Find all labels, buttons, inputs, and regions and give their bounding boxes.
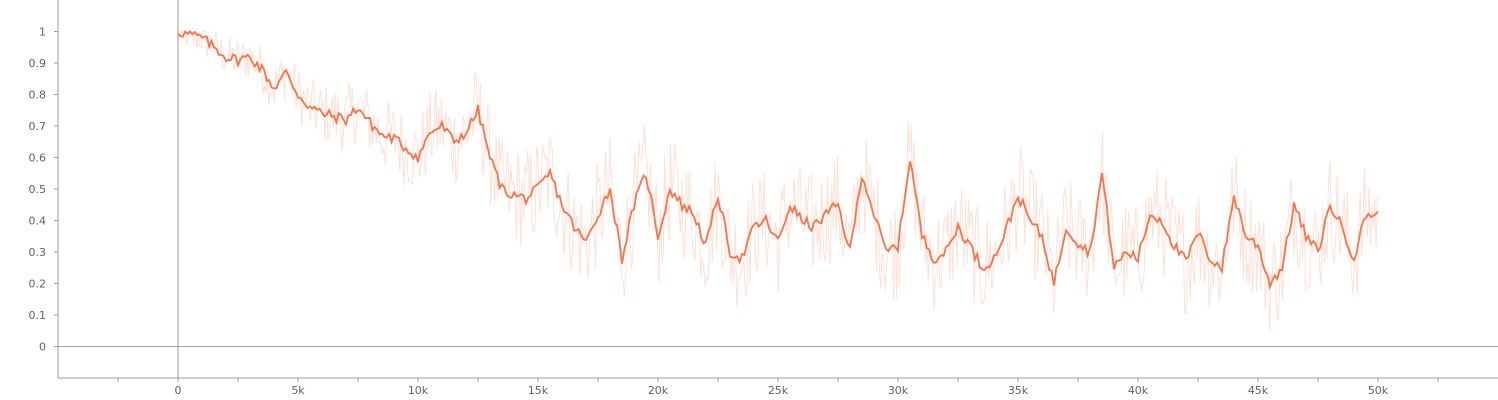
y-tick-label: 0.6 bbox=[29, 152, 47, 165]
axes-layer bbox=[54, 0, 1498, 382]
raw-series-line bbox=[177, 30, 1378, 331]
x-tick-label: 40k bbox=[1128, 384, 1149, 397]
y-tick-label: 0.8 bbox=[29, 89, 47, 102]
x-tick-label: 20k bbox=[648, 384, 669, 397]
x-tick-label: 35k bbox=[1008, 384, 1029, 397]
smoothed-series-line bbox=[177, 29, 1379, 291]
x-tick-label: 50k bbox=[1368, 384, 1389, 397]
y-tick-label: 0.9 bbox=[29, 57, 47, 70]
x-tick-label: 30k bbox=[888, 384, 909, 397]
y-tick-label: 0.7 bbox=[29, 120, 47, 133]
y-tick-label: 0.1 bbox=[29, 309, 47, 322]
x-tick-label: 15k bbox=[528, 384, 549, 397]
y-tick-label: 1 bbox=[39, 26, 46, 39]
tick-labels: 0 5k 10k 15k 20k 25k 30k 35k 40k 45k 50k 0 0.1 0.2 0.3… bbox=[29, 26, 1389, 398]
y-tick-label: 0 bbox=[39, 341, 46, 354]
y-tick-label: 0.2 bbox=[29, 278, 47, 291]
x-tick-label: 45k bbox=[1248, 384, 1269, 397]
series-layer bbox=[177, 29, 1379, 331]
x-tick-label: 0 bbox=[175, 384, 182, 397]
y-tick-label: 0.3 bbox=[29, 246, 47, 259]
x-tick-label: 10k bbox=[408, 384, 429, 397]
y-tick-label: 0.5 bbox=[29, 183, 47, 196]
x-tick-label: 25k bbox=[768, 384, 789, 397]
x-tick-label: 5k bbox=[291, 384, 305, 397]
y-tick-label: 0.4 bbox=[29, 215, 47, 228]
